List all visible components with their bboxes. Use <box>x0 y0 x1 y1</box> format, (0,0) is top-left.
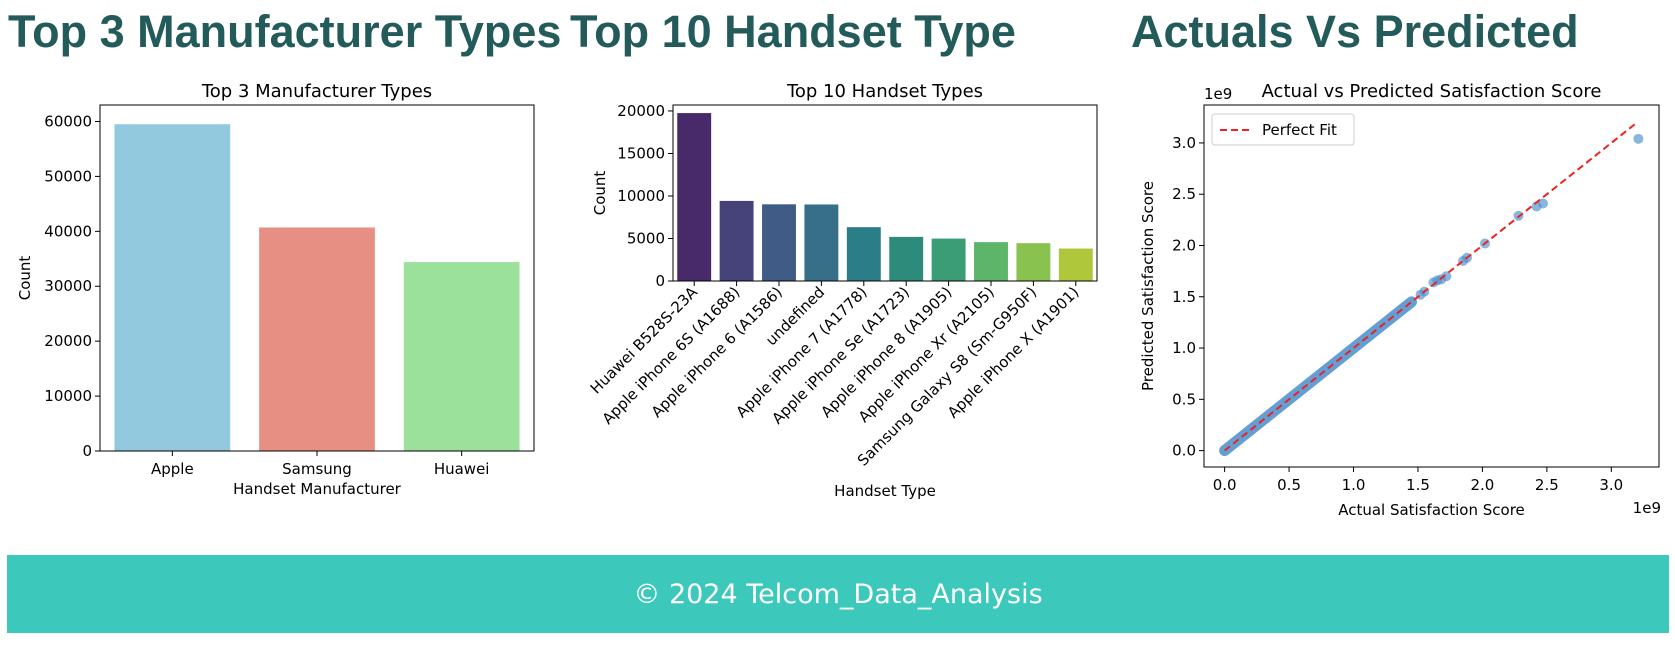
x-tick-label: 2.0 <box>1470 476 1494 494</box>
x-tick-label: 0.0 <box>1213 476 1237 494</box>
bar-2 <box>762 204 796 281</box>
bar-5 <box>889 236 924 281</box>
bar-3 <box>804 204 839 281</box>
y-tick-label: 10000 <box>44 387 92 405</box>
y-tick-label: 30000 <box>44 277 92 295</box>
y-tick-label: 20000 <box>617 102 665 120</box>
heading-manufacturers: Top 3 Manufacturer Types <box>8 6 562 57</box>
y-axis-label: Predicted Satisfaction Score <box>1139 181 1157 391</box>
x-tick-label: 2.5 <box>1535 476 1559 494</box>
y-tick-label: 15000 <box>617 144 665 162</box>
scatter-point-5 <box>1441 271 1452 282</box>
y-tick-label: 0.5 <box>1172 390 1196 408</box>
x-axis-label: Handset Type <box>834 482 936 500</box>
x-axis-label: Handset Manufacturer <box>233 480 402 498</box>
x-tick-label: Samsung <box>282 460 352 478</box>
y-offset-label: 1e9 <box>1204 85 1232 103</box>
bar-8 <box>1016 243 1051 281</box>
x-tick-label: 1.5 <box>1406 476 1430 494</box>
legend-label: Perfect Fit <box>1262 121 1337 139</box>
x-offset-label: 1e9 <box>1633 499 1661 517</box>
y-tick-label: 1.5 <box>1172 288 1196 306</box>
scatter-point-12 <box>1633 133 1644 144</box>
legend: Perfect Fit <box>1211 113 1355 146</box>
y-tick-label: 2.0 <box>1172 236 1196 254</box>
plot-frame <box>672 104 1098 282</box>
bar-9 <box>1058 248 1093 281</box>
bar-2 <box>403 262 520 451</box>
x-axis-label: Actual Satisfaction Score <box>1338 501 1525 519</box>
y-tick-label: 5000 <box>627 229 665 247</box>
y-tick-label: 20000 <box>44 332 92 350</box>
bar-7 <box>974 242 1008 281</box>
y-tick-label: 60000 <box>44 112 92 130</box>
chart-title: Top 10 Handset Types <box>786 81 983 102</box>
bar-1 <box>259 227 375 451</box>
y-axis-label: Count <box>16 256 34 301</box>
y-tick-label: 1.0 <box>1172 339 1196 357</box>
y-tick-label: 50000 <box>44 167 92 185</box>
x-tick-label: 3.0 <box>1599 476 1623 494</box>
y-tick-label: 40000 <box>44 222 92 240</box>
scatter-point-11 <box>1537 198 1548 209</box>
x-tick-label: 0.5 <box>1277 476 1301 494</box>
footer-copyright: © 2024 Telcom_Data_Analysis <box>633 578 1043 610</box>
footer: © 2024 Telcom_Data_Analysis <box>7 555 1669 633</box>
y-tick-label: 2.5 <box>1172 185 1196 203</box>
heading-actual-vs-predicted: Actuals Vs Predicted <box>1131 6 1579 57</box>
y-tick-label: 0 <box>82 442 92 460</box>
bar-1 <box>719 200 754 281</box>
plot-frame <box>1203 104 1660 468</box>
heading-handsets: Top 10 Handset Type <box>570 6 1016 57</box>
legend-box <box>1211 113 1355 146</box>
perfect-fit-line <box>1224 121 1638 452</box>
y-tick-label: 3.0 <box>1172 134 1196 152</box>
bar-0 <box>114 124 231 451</box>
bar-6 <box>931 238 966 281</box>
y-tick-label: 0.0 <box>1172 442 1196 460</box>
y-tick-label: 0 <box>655 272 665 290</box>
x-tick-label: 1.0 <box>1342 476 1366 494</box>
x-tick-label: Huawei <box>434 460 490 478</box>
chart-title: Top 3 Manufacturer Types <box>201 81 432 102</box>
y-tick-label: 10000 <box>617 187 665 205</box>
x-tick-label: Apple <box>151 460 194 478</box>
y-axis-label: Count <box>591 171 609 216</box>
bar-0 <box>677 113 712 281</box>
chart-title: Actual vs Predicted Satisfaction Score <box>1262 81 1602 102</box>
bar-4 <box>846 227 881 281</box>
